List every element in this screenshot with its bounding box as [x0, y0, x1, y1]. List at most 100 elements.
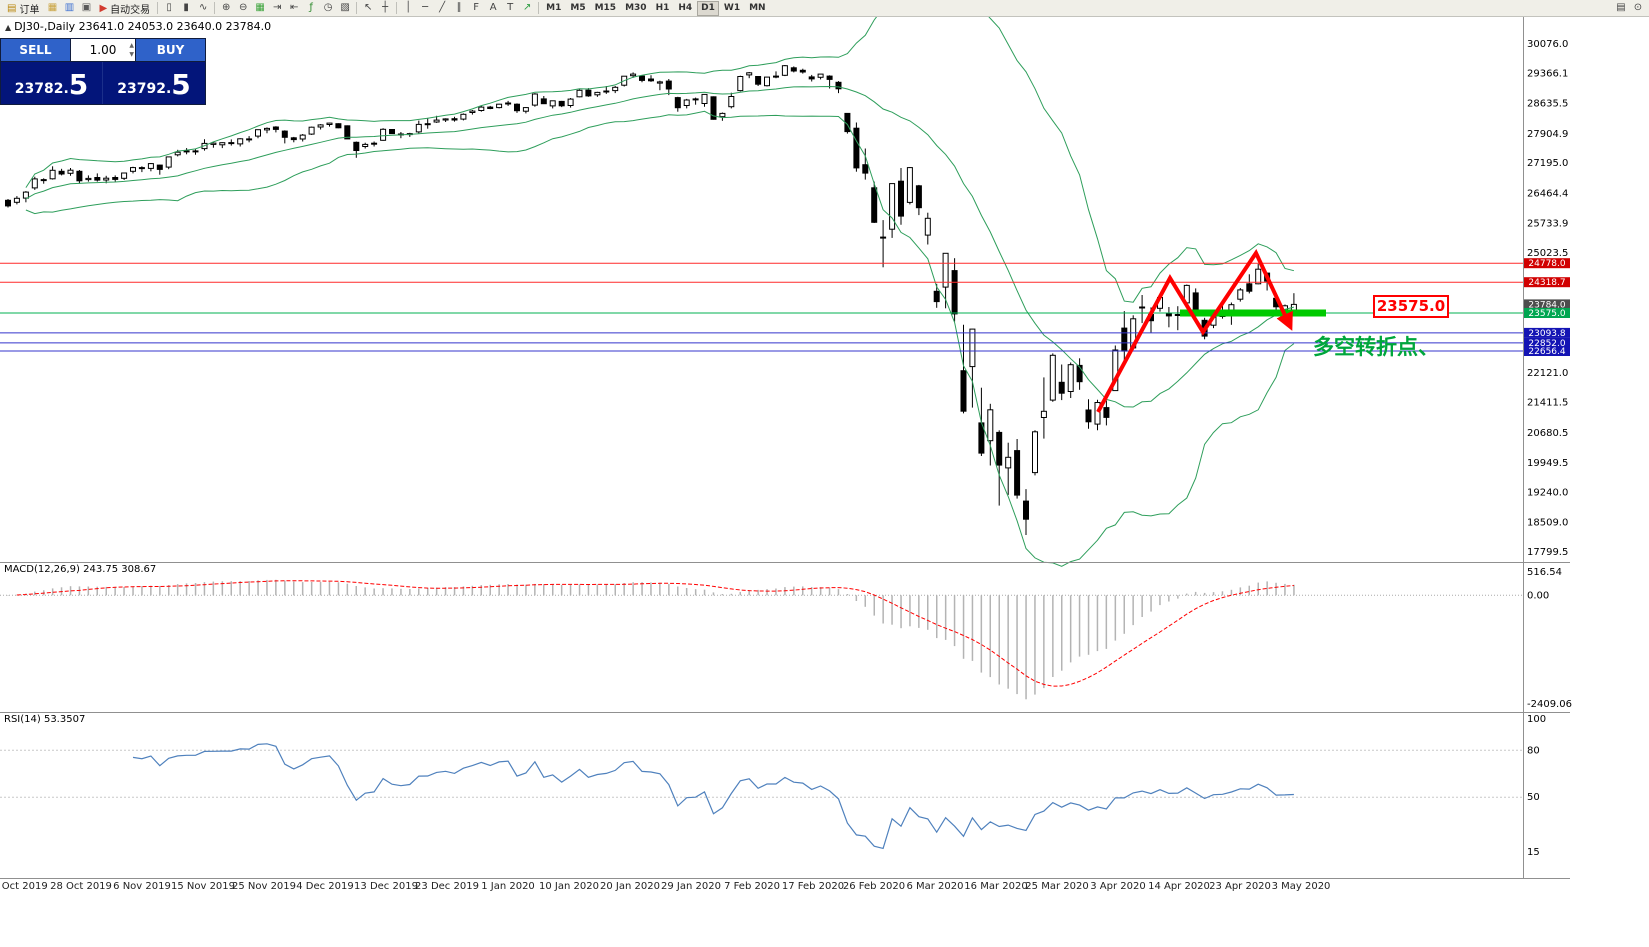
svg-text:27195.0: 27195.0: [1527, 158, 1568, 169]
cursor-icon[interactable]: ↖: [363, 2, 373, 13]
data-window-icon[interactable]: ▣: [81, 2, 92, 13]
support-zone-segment[interactable]: [1180, 309, 1326, 317]
search-icon[interactable]: ⊙: [1633, 2, 1643, 13]
svg-text:28 Oct 2019: 28 Oct 2019: [50, 881, 112, 892]
timeframe-mn-button[interactable]: MN: [749, 2, 766, 13]
lot-size-field[interactable]: 1.00 ▲ ▼: [70, 39, 136, 61]
equidistant-channel-icon[interactable]: ∥: [456, 2, 462, 13]
timeframe-h1-button[interactable]: H1: [655, 2, 670, 13]
line-chart-icon[interactable]: ∿: [198, 2, 208, 13]
crosshair-icon[interactable]: ┼: [382, 2, 389, 13]
svg-text:26 Feb 2020: 26 Feb 2020: [843, 881, 905, 892]
svg-text:23093.8: 23093.8: [1528, 329, 1565, 339]
sell-price-big-digit: 5: [68, 68, 89, 101]
candlestick-chart-icon[interactable]: ▮: [183, 2, 189, 13]
templates-icon[interactable]: ▧: [340, 2, 350, 13]
new-order-label: 订单: [19, 4, 40, 16]
arrows-icon[interactable]: ↗: [522, 2, 532, 13]
svg-text:50: 50: [1527, 792, 1540, 803]
new-order-icon: ▤: [7, 2, 17, 14]
candlesticks: [5, 65, 1297, 535]
toolbar-separator: [356, 2, 358, 14]
macd-pane: [0, 579, 1523, 700]
svg-text:29366.1: 29366.1: [1527, 68, 1568, 79]
zigzag-trend-annotation[interactable]: [1096, 248, 1293, 413]
sell-button[interactable]: SELL: [1, 39, 70, 61]
toolbar: ▤ 订单 ▦ ▥ ▣ ▶ 自动交易 ▯ ▮ ∿ ⊕ ⊖ ▦ ⇥ ⇤ ƒ ◷ ▧ ↖ ┼ │ ─ ╱ ∥ F A T ↗ M1 M5 M15 M…: [0, 0, 1649, 17]
zoom-in-icon[interactable]: ⊕: [221, 2, 231, 13]
vertical-line-icon[interactable]: │: [405, 2, 412, 13]
svg-text:30076.0: 30076.0: [1527, 39, 1568, 50]
indicators-add-icon[interactable]: ƒ: [309, 2, 313, 13]
svg-text:15 Nov 2019: 15 Nov 2019: [171, 881, 235, 892]
timeframe-m30-button[interactable]: M30: [625, 2, 647, 13]
timeframe-m15-button[interactable]: M15: [594, 2, 617, 13]
svg-text:23575.0: 23575.0: [1528, 309, 1565, 319]
timeframe-m1-button[interactable]: M1: [546, 2, 562, 13]
svg-text:25 Mar 2020: 25 Mar 2020: [1025, 881, 1088, 892]
new-order-button[interactable]: ▤ 订单: [3, 1, 43, 16]
sell-price-main: 23782.: [14, 81, 69, 97]
svg-text:8 Oct 2019: 8 Oct 2019: [0, 881, 48, 892]
svg-text:10 Jan 2020: 10 Jan 2020: [539, 881, 599, 892]
svg-text:516.54: 516.54: [1527, 567, 1562, 578]
svg-text:4 Dec 2019: 4 Dec 2019: [296, 881, 354, 892]
market-watch-icon[interactable]: ▥: [64, 2, 75, 13]
fibonacci-icon[interactable]: F: [473, 2, 480, 13]
horizontal-line-icon[interactable]: ─: [422, 2, 429, 13]
bar-chart-icon[interactable]: ▯: [166, 2, 172, 13]
news-icon[interactable]: ▤: [1616, 2, 1626, 13]
timeframe-w1-button[interactable]: W1: [723, 2, 741, 13]
buy-price[interactable]: 23792. 5: [103, 62, 205, 104]
autotrade-label: 自动交易: [110, 4, 151, 16]
svg-text:16 Mar 2020: 16 Mar 2020: [964, 881, 1027, 892]
turning-point-annotation[interactable]: 多空转折点、: [1313, 335, 1439, 359]
timeframe-h4-button[interactable]: H4: [678, 2, 693, 13]
timeframe-d1-button[interactable]: D1: [697, 0, 719, 16]
svg-text:28635.5: 28635.5: [1527, 99, 1568, 110]
autotrade-button[interactable]: ▶ 自动交易: [95, 1, 154, 16]
tile-windows-icon[interactable]: ▦: [255, 2, 265, 13]
svg-text:18509.0: 18509.0: [1527, 518, 1568, 529]
svg-text:24778.0: 24778.0: [1528, 259, 1565, 269]
trendline-icon[interactable]: ╱: [439, 2, 446, 13]
support-price-callout[interactable]: 23575.0: [1373, 295, 1449, 318]
pane-separators: [0, 17, 1570, 879]
lot-increase-button[interactable]: ▲: [129, 42, 134, 49]
text-label-icon[interactable]: T: [507, 2, 514, 13]
charts-folder-icon[interactable]: ▦: [47, 2, 58, 13]
toolbar-separator: [538, 2, 540, 14]
svg-text:19949.5: 19949.5: [1527, 458, 1568, 469]
svg-text:14 Apr 2020: 14 Apr 2020: [1148, 881, 1210, 892]
svg-text:29 Jan 2020: 29 Jan 2020: [661, 881, 721, 892]
svg-text:100: 100: [1527, 714, 1546, 725]
macd-indicator-label: MACD(12,26,9) 243.75 308.67: [4, 564, 157, 575]
buy-button[interactable]: BUY: [136, 39, 205, 61]
zoom-out-icon[interactable]: ⊖: [238, 2, 248, 13]
svg-text:23784.0: 23784.0: [1528, 300, 1565, 310]
chart-shift-icon[interactable]: ⇤: [289, 2, 299, 13]
svg-text:24318.7: 24318.7: [1528, 278, 1565, 288]
symbol-icon: ▲: [5, 23, 12, 32]
svg-text:3 Apr 2020: 3 Apr 2020: [1090, 881, 1145, 892]
text-icon[interactable]: A: [489, 2, 497, 13]
svg-text:22852.0: 22852.0: [1528, 339, 1565, 349]
price-axis[interactable]: 30076.0 29366.1 28635.5 27904.9 27195.0 26464…: [1527, 39, 1572, 858]
symbol-ohlc-text: DJ30-,Daily 23641.0 24053.0 23640.0 2378…: [14, 20, 272, 33]
auto-scroll-icon[interactable]: ⇥: [272, 2, 282, 13]
sell-price[interactable]: 23782. 5: [1, 62, 103, 104]
svg-text:22121.0: 22121.0: [1527, 368, 1568, 379]
svg-text:-2409.06: -2409.06: [1527, 699, 1572, 710]
toolbar-separator: [214, 2, 216, 14]
timeframe-m5-button[interactable]: M5: [570, 2, 586, 13]
lot-decrease-button[interactable]: ▼: [129, 51, 134, 58]
lot-value[interactable]: 1.00: [89, 43, 117, 57]
svg-text:23 Apr 2020: 23 Apr 2020: [1209, 881, 1271, 892]
bollinger-bands: [25, 0, 1295, 567]
buy-price-big-digit: 5: [171, 68, 191, 101]
periods-icon[interactable]: ◷: [323, 2, 333, 13]
